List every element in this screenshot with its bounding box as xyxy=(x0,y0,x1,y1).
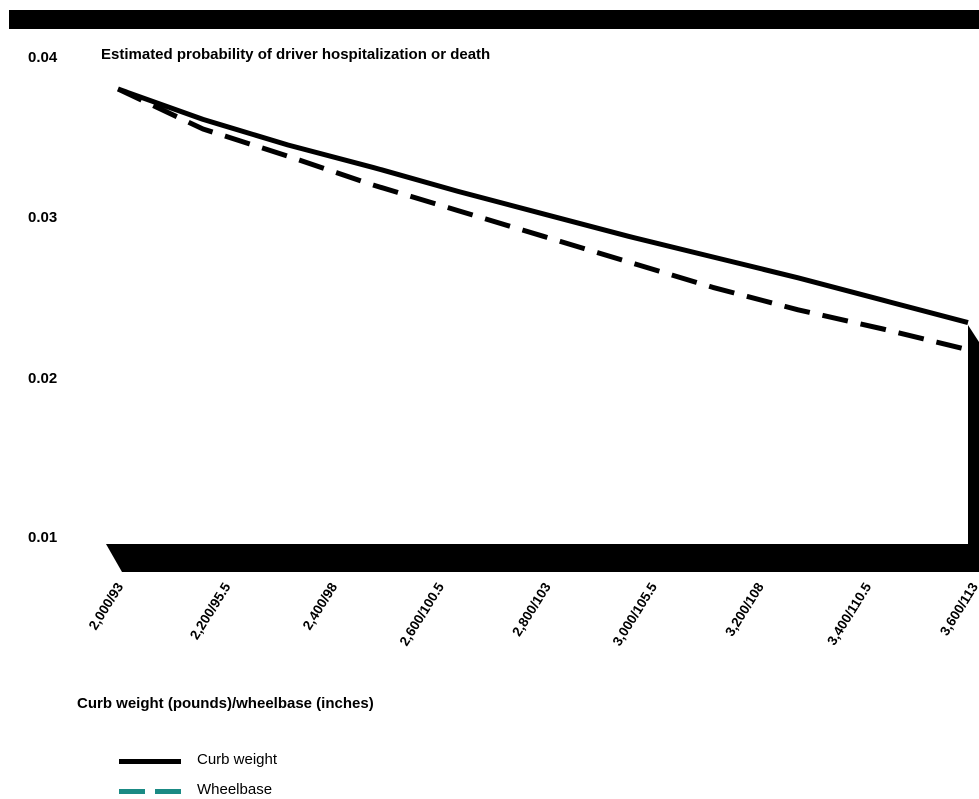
x-axis-floor xyxy=(106,544,979,572)
series-line-wheelbase xyxy=(116,86,969,353)
chart-title: Estimated probability of driver hospital… xyxy=(101,46,491,63)
legend-label: Wheelbase xyxy=(197,781,273,798)
legend-swatch-solid xyxy=(119,759,181,764)
series-lines xyxy=(116,86,969,353)
y-tick-label: 0.01 xyxy=(28,529,58,546)
y-tick-label: 0.02 xyxy=(28,370,58,387)
y-tick-label: 0.04 xyxy=(28,49,58,66)
axes-frame xyxy=(106,325,979,572)
series-line-curb-weight xyxy=(117,86,969,326)
top-banner-bar xyxy=(9,10,979,29)
legend-swatch-dashed xyxy=(119,789,181,794)
y-tick-label: 0.03 xyxy=(28,209,58,226)
x-axis-label: Curb weight (pounds)/wheelbase (inches) xyxy=(77,695,374,712)
legend-label: Curb weight xyxy=(197,751,278,768)
right-axis-wall xyxy=(968,325,979,572)
